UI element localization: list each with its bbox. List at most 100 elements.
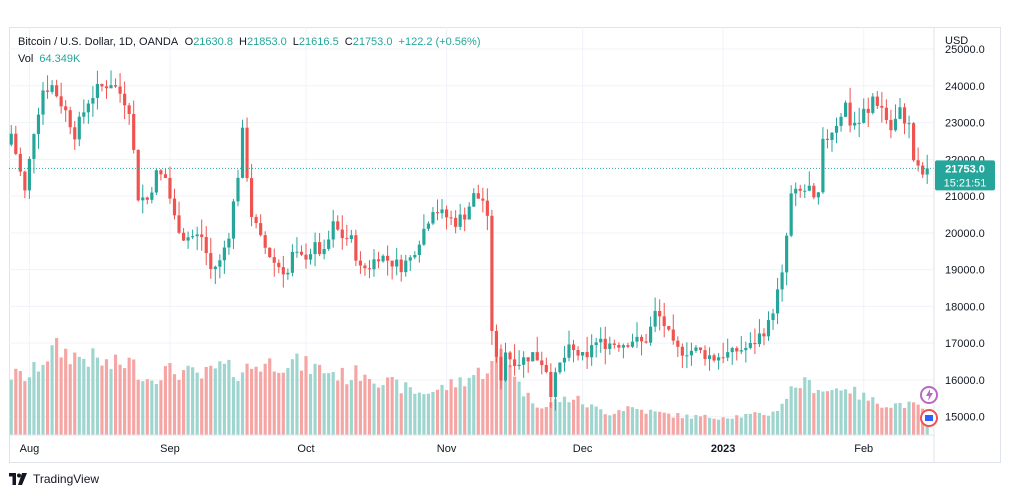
volume-bar <box>676 413 680 435</box>
chart-frame <box>9 27 1001 463</box>
volume-bar <box>658 411 662 435</box>
candle-body <box>23 171 27 191</box>
volume-bar <box>785 398 789 435</box>
volume-bar <box>14 368 18 435</box>
volume-label: Vol <box>18 53 34 65</box>
candle-body <box>803 190 807 192</box>
candle-body <box>77 116 81 140</box>
candle-body <box>639 336 644 342</box>
tradingview-brand[interactable]: TradingView <box>9 472 99 486</box>
volume-bar <box>200 378 204 435</box>
open-label: O <box>184 36 194 48</box>
candle-body <box>444 209 449 218</box>
candle-body <box>331 221 335 240</box>
volume-bar <box>721 417 725 435</box>
candle-body <box>431 212 435 224</box>
volume-bar <box>417 392 421 435</box>
symbol-title[interactable]: Bitcoin / U.S. Dollar, 1D, OANDA <box>18 36 178 48</box>
time-tick-label: Aug <box>20 443 40 455</box>
candle-body <box>843 102 848 117</box>
candle-body <box>916 160 920 166</box>
volume-bar <box>27 377 31 435</box>
volume-bar <box>191 367 195 435</box>
ohlc-legend: Bitcoin / U.S. Dollar, 1D, OANDA O21630.… <box>18 36 483 48</box>
candle-body <box>82 112 86 117</box>
volume-bar <box>848 393 852 435</box>
candle-body <box>848 102 852 126</box>
volume-bar <box>86 366 90 435</box>
volume-bar <box>372 383 376 435</box>
candle-body <box>571 344 576 351</box>
volume-bar <box>145 379 149 435</box>
volume-bar <box>590 404 594 435</box>
volume-bar <box>345 384 349 435</box>
volume-bar <box>91 348 95 435</box>
time-axis[interactable]: Aug Sep Oct Nov Dec 2023 Feb <box>9 434 934 455</box>
candle-body <box>163 174 168 178</box>
candle-body <box>608 343 612 349</box>
candle-body <box>630 341 635 347</box>
candle-body <box>45 90 50 92</box>
candle-body <box>590 345 594 358</box>
candle-body <box>535 352 539 361</box>
volume-bar <box>853 386 857 435</box>
candle-body <box>123 93 127 106</box>
volume-bar <box>127 357 131 435</box>
candle-body <box>612 343 616 345</box>
candle-body <box>825 138 830 140</box>
volume-bar <box>499 348 503 435</box>
price-axis[interactable]: USD 25000.024000.023000.022000.021000.02… <box>933 27 985 463</box>
candle-body <box>757 333 762 345</box>
volume-bar <box>744 413 748 435</box>
volume-bar <box>794 387 798 435</box>
volume-bar <box>23 381 27 435</box>
event-icons[interactable] <box>920 386 938 427</box>
candle-body <box>263 235 267 248</box>
candle-body <box>272 257 276 263</box>
bar-countdown: 15:21:51 <box>944 177 987 189</box>
price-tick-label: 15000.0 <box>945 412 985 424</box>
candle-body <box>259 223 263 236</box>
volume-bar <box>104 359 109 435</box>
candle-body <box>204 237 208 254</box>
candle-body <box>222 247 226 261</box>
candle-body <box>925 168 929 175</box>
candle-body <box>730 348 734 353</box>
candle-body <box>59 96 63 107</box>
volume-bar <box>912 402 916 435</box>
candle-body <box>91 97 95 104</box>
candle-body <box>662 316 666 327</box>
candle-body <box>794 188 798 194</box>
volume-bar <box>132 359 136 435</box>
candle-body <box>780 272 784 290</box>
lightning-glyph-icon <box>926 389 933 401</box>
candle-body <box>95 83 100 98</box>
candle-body <box>898 107 902 119</box>
candlestick-chart[interactable]: USD 25000.024000.023000.022000.021000.02… <box>9 27 1001 463</box>
time-tick-label: Feb <box>854 443 873 455</box>
candle-body <box>186 237 190 241</box>
candle-body <box>426 223 431 229</box>
volume-bar <box>862 392 866 435</box>
candle-body <box>109 85 113 89</box>
time-tick-label: Oct <box>297 443 314 455</box>
candle-body <box>762 333 766 337</box>
volume-bar <box>726 418 730 435</box>
candle-body <box>268 247 272 258</box>
time-tick-label: Sep <box>160 443 180 455</box>
candle-body <box>100 83 104 87</box>
volume-bar <box>621 411 625 435</box>
volume-bar <box>503 356 508 435</box>
candle-body <box>195 234 199 237</box>
volume-bar <box>249 368 254 435</box>
candle-body <box>558 362 562 373</box>
volume-bar <box>839 390 843 435</box>
volume-bar <box>399 393 403 435</box>
candle-body <box>408 257 412 261</box>
candle-body <box>807 185 811 191</box>
volume-bar <box>168 363 172 435</box>
volume-bar <box>318 364 322 435</box>
candle-body <box>707 355 712 360</box>
candle-body <box>145 197 149 200</box>
candle-body <box>154 170 158 193</box>
